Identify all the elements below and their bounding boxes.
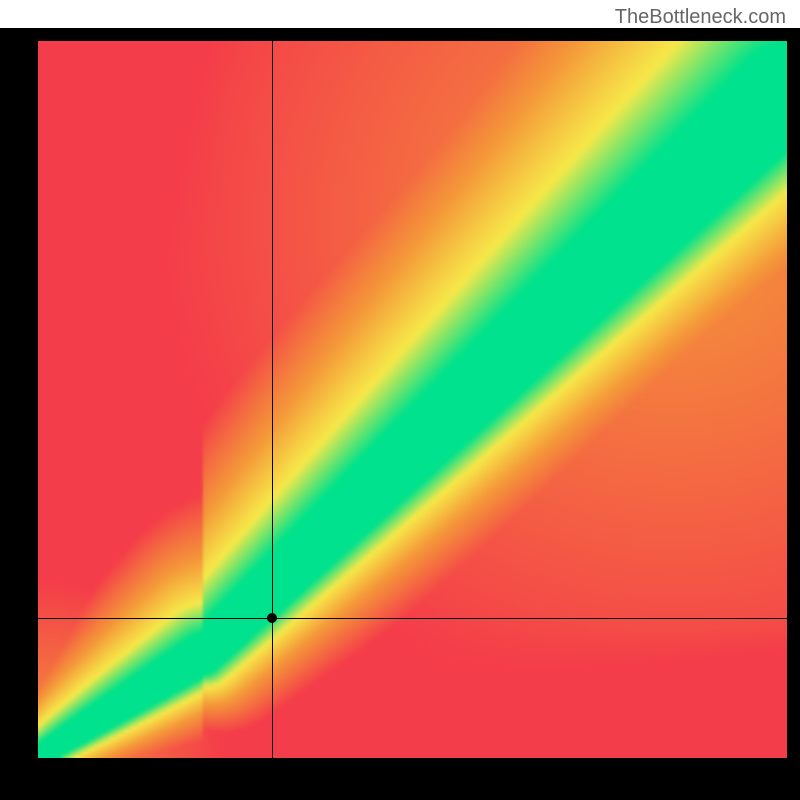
crosshair-vertical	[272, 41, 273, 758]
crosshair-horizontal	[38, 618, 787, 619]
chart-container: TheBottleneck.com	[0, 0, 800, 800]
watermark-text: TheBottleneck.com	[615, 6, 786, 29]
heatmap-canvas	[38, 41, 787, 758]
